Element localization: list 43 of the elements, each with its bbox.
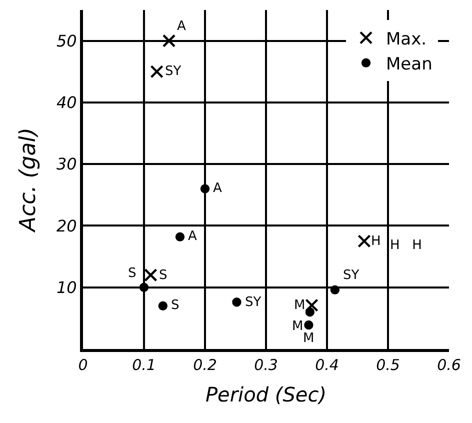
point xyxy=(162,34,176,48)
y-axis-title: Acc. (gal) xyxy=(16,128,42,234)
point xyxy=(158,301,168,310)
data-label: S xyxy=(128,266,136,281)
x-tick-label: 0.4 xyxy=(315,356,339,374)
point xyxy=(144,268,158,282)
data-label: SY xyxy=(245,295,262,310)
point xyxy=(330,285,340,294)
x-tick-label: 0.5 xyxy=(376,356,400,374)
y-tick-label: 40 xyxy=(56,93,77,112)
x-tick-label: 0.6 xyxy=(437,356,461,374)
point xyxy=(200,184,210,194)
data-label: A xyxy=(177,19,186,34)
data-label: A xyxy=(213,181,222,196)
data-label: S xyxy=(159,268,168,283)
data-label: H xyxy=(371,234,381,249)
point xyxy=(139,282,149,292)
x-axis-title: Period (Sec) xyxy=(205,382,327,406)
data-label: SY xyxy=(343,268,360,283)
data-label: M xyxy=(303,331,314,346)
data-label: A xyxy=(188,229,197,244)
data-label: M xyxy=(292,319,304,334)
y-tick-label: 10 xyxy=(56,278,77,297)
point xyxy=(305,307,315,317)
data-label: M xyxy=(294,298,306,313)
x-tick-label: 0.3 xyxy=(254,356,278,374)
point xyxy=(305,298,318,312)
point xyxy=(175,232,185,242)
legend-label: Max. xyxy=(386,29,427,50)
point xyxy=(232,298,242,307)
x-tick-label: 0.2 xyxy=(193,356,217,374)
x-tick-label: 0.1 xyxy=(132,356,156,374)
point xyxy=(304,320,314,330)
data-label: SY xyxy=(165,64,182,79)
y-tick-label: 50 xyxy=(56,31,77,50)
annotation: H H xyxy=(390,238,422,253)
y-tick-label: 20 xyxy=(56,216,77,236)
legend-label: Mean xyxy=(386,54,432,74)
point xyxy=(358,234,371,248)
y-tick-label: 30 xyxy=(56,154,77,174)
x-tick-label: 0 xyxy=(78,356,88,374)
data-label: S xyxy=(171,298,180,313)
point xyxy=(150,65,164,78)
